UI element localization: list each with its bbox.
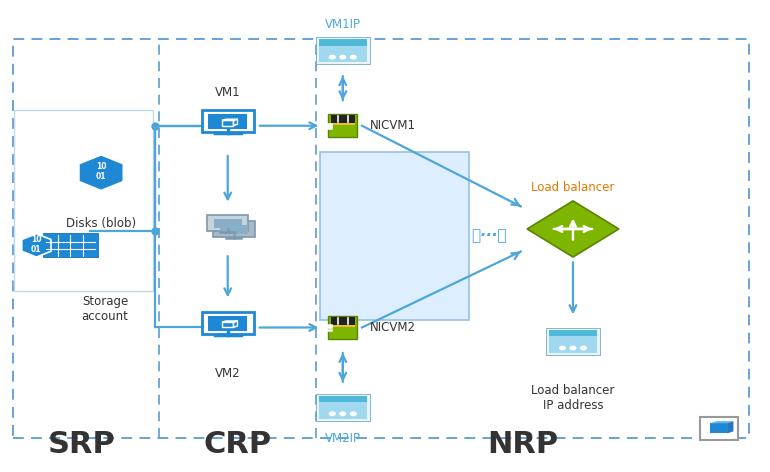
FancyBboxPatch shape — [331, 123, 355, 125]
Text: 10
01: 10 01 — [31, 235, 42, 254]
FancyBboxPatch shape — [214, 219, 242, 228]
FancyBboxPatch shape — [316, 37, 370, 64]
Text: 10
01: 10 01 — [96, 162, 106, 181]
Text: VM1: VM1 — [215, 86, 240, 99]
Text: Storage
account: Storage account — [82, 295, 129, 323]
FancyBboxPatch shape — [319, 46, 367, 62]
Text: 〈···〉: 〈···〉 — [470, 228, 507, 244]
Text: CRP: CRP — [203, 430, 272, 459]
FancyBboxPatch shape — [319, 39, 367, 46]
Text: Load balancer: Load balancer — [531, 181, 614, 194]
Polygon shape — [711, 421, 733, 423]
Circle shape — [340, 412, 346, 415]
Polygon shape — [79, 155, 123, 191]
FancyBboxPatch shape — [209, 316, 247, 330]
Text: NICVM2: NICVM2 — [370, 321, 416, 334]
FancyBboxPatch shape — [209, 114, 247, 129]
Polygon shape — [22, 234, 51, 257]
FancyBboxPatch shape — [331, 325, 355, 327]
FancyBboxPatch shape — [207, 215, 249, 231]
Text: VM2IP: VM2IP — [325, 432, 361, 445]
Text: VM1IP: VM1IP — [325, 18, 361, 31]
Circle shape — [581, 346, 586, 350]
Text: SRP: SRP — [48, 430, 116, 459]
Text: Load balancer
IP address: Load balancer IP address — [531, 384, 614, 412]
Circle shape — [570, 346, 576, 350]
Text: NRP: NRP — [487, 430, 559, 459]
FancyBboxPatch shape — [331, 317, 355, 325]
Circle shape — [350, 55, 357, 59]
FancyBboxPatch shape — [549, 330, 597, 337]
FancyBboxPatch shape — [546, 328, 600, 355]
Text: NICVM1: NICVM1 — [370, 119, 416, 132]
Text: VM2: VM2 — [215, 367, 240, 380]
FancyBboxPatch shape — [549, 337, 597, 353]
Polygon shape — [727, 421, 733, 433]
Circle shape — [340, 55, 346, 59]
FancyBboxPatch shape — [319, 402, 367, 419]
FancyBboxPatch shape — [202, 312, 254, 334]
FancyBboxPatch shape — [220, 225, 248, 234]
FancyBboxPatch shape — [316, 394, 370, 421]
Polygon shape — [527, 201, 619, 257]
FancyBboxPatch shape — [319, 396, 367, 402]
FancyBboxPatch shape — [202, 110, 254, 132]
FancyBboxPatch shape — [43, 233, 98, 258]
FancyBboxPatch shape — [700, 417, 738, 440]
Circle shape — [350, 412, 357, 415]
FancyBboxPatch shape — [320, 152, 470, 320]
FancyBboxPatch shape — [329, 316, 357, 339]
Circle shape — [560, 346, 565, 350]
FancyBboxPatch shape — [15, 110, 153, 291]
Polygon shape — [711, 423, 727, 433]
Text: Disks (blob): Disks (blob) — [66, 217, 136, 230]
FancyBboxPatch shape — [329, 114, 357, 137]
FancyBboxPatch shape — [331, 115, 355, 123]
Circle shape — [330, 55, 335, 59]
Circle shape — [330, 412, 335, 415]
FancyBboxPatch shape — [213, 221, 255, 237]
